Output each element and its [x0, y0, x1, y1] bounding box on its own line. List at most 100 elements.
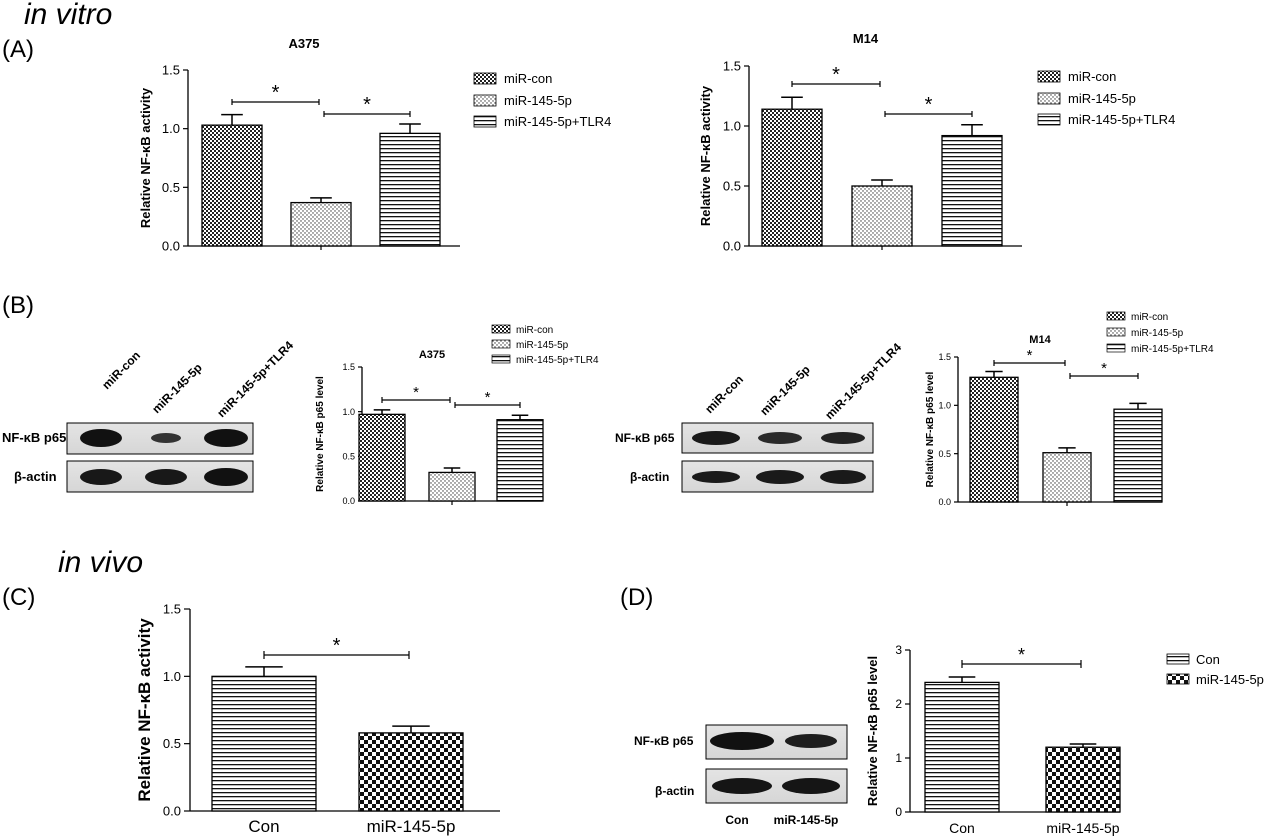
y-tick-label: 1.0	[938, 400, 951, 410]
legend-label: miR-con	[516, 325, 553, 336]
y-tick-label: 1.5	[163, 602, 181, 617]
blot-band	[692, 471, 740, 483]
bar	[211, 675, 317, 812]
blot-band	[204, 468, 248, 486]
y-tick-label: 0	[895, 805, 902, 819]
panel-label-a: (A)	[2, 36, 34, 63]
blot-lane-label: miR-145-5p	[149, 360, 205, 416]
x-category-label: miR-145-5p	[1046, 820, 1119, 836]
y-axis-label: Relative NF-κB p65 level	[315, 376, 326, 492]
blot-band	[80, 429, 122, 447]
x-category-label: Con	[949, 820, 975, 836]
bar-chart-a2: 0.0 0.5 1.0 1.5 M14 Relative NF-κB activity * *	[698, 31, 1022, 254]
blot-band	[785, 734, 837, 748]
y-tick-label: 1.0	[342, 407, 355, 417]
significance-mark: *	[272, 82, 280, 104]
legend-label: Con	[1196, 652, 1220, 667]
significance-mark: *	[333, 635, 341, 657]
bar	[428, 471, 476, 502]
blot-band	[712, 778, 772, 794]
legend-label: miR-con	[1068, 69, 1116, 84]
bar	[379, 132, 441, 247]
legend-swatch	[1106, 327, 1126, 337]
y-tick-label: 0.5	[163, 736, 181, 751]
y-tick-label: 1.0	[163, 669, 181, 684]
legend-a2: miR-con miR-145-5p miR-145-5p+TLR4	[1037, 69, 1175, 127]
y-tick-label: 0.0	[938, 497, 951, 507]
blot-band	[756, 470, 804, 484]
y-tick-label: 1.5	[342, 362, 355, 372]
bar-chart-c: 0.0 0.5 1.0 1.5 Relative NF-κB activity Con mi…	[135, 602, 500, 836]
blot-band	[820, 470, 866, 484]
blot-lane-label: miR-145-5p+TLR4	[822, 340, 904, 422]
bar	[201, 124, 263, 247]
bar	[496, 419, 544, 502]
y-tick-label: 0.0	[342, 496, 355, 506]
panel-label-b: (B)	[2, 292, 34, 319]
y-tick-label: 1.0	[162, 121, 180, 136]
legend-a1: miR-con miR-145-5p miR-145-5p+TLR4	[473, 71, 611, 129]
significance-mark: *	[832, 64, 840, 86]
x-category-label: Con	[248, 817, 279, 836]
blot-band	[204, 429, 248, 447]
bar-chart-b1: 0.0 0.5 1.0 1.5 A375 Relative NF-κB p65 level…	[315, 349, 544, 506]
y-tick-label: 1	[895, 751, 902, 765]
legend-label: miR-145-5p	[1068, 91, 1136, 106]
bar-chart-a1: 0.0 0.5 1.0 1.5 A375 Relative NF-κB activity *…	[138, 36, 460, 254]
bar	[290, 201, 352, 247]
y-axis-label: Relative NF-κB p65 level	[925, 371, 936, 487]
bar	[761, 108, 823, 247]
blot-lane-label: miR-145-5p	[757, 362, 813, 418]
legend-swatch	[491, 354, 511, 364]
y-axis-label: Relative NF-κB activity	[698, 85, 713, 226]
legend-d: Con miR-145-5p	[1166, 652, 1264, 687]
bar	[851, 185, 913, 247]
legend-swatch	[1166, 653, 1190, 665]
section-in-vivo: in vivo	[58, 546, 143, 579]
blot-row-label: β-actin	[630, 470, 669, 484]
legend-label: miR-con	[504, 71, 552, 86]
blot-lane-label: miR-con	[99, 348, 143, 392]
y-tick-label: 1.0	[723, 119, 741, 134]
legend-label: miR-145-5p	[516, 340, 569, 351]
blot-row-label: β-actin	[14, 469, 57, 484]
blot-lane-label: miR-145-5p	[774, 813, 839, 827]
bar	[1113, 408, 1163, 503]
bar-charts: 0.0 0.5 1.0 1.5 A375 Relative NF-κB activity *…	[135, 31, 1163, 836]
blot-band	[710, 732, 774, 750]
chart-title: M14	[1029, 334, 1051, 346]
y-tick-label: 3	[895, 643, 902, 657]
blot-row-label: NF-κB p65	[2, 430, 66, 445]
blot-lane-label: Con	[725, 813, 748, 827]
bar	[1042, 452, 1092, 503]
significance-mark: *	[925, 94, 933, 116]
chart-title: A375	[419, 349, 445, 361]
western-blot-m14: miR-con miR-145-5p miR-145-5p+TLR4 NF-κB…	[615, 340, 904, 493]
legend-label: miR-145-5p+TLR4	[1068, 112, 1175, 127]
y-tick-label: 0.5	[162, 180, 180, 195]
bar	[941, 134, 1003, 247]
bar	[924, 681, 1000, 813]
blot-lane-label: miR-con	[702, 372, 746, 416]
section-in-vitro: in vitro	[24, 0, 112, 31]
legend-b1: miR-con miR-145-5p miR-145-5p+TLR4	[491, 324, 599, 366]
blot-row-label: NF-κB p65	[615, 431, 675, 445]
legend-swatch	[473, 72, 497, 85]
bar	[358, 413, 406, 502]
significance-mark: *	[485, 389, 491, 406]
chart-title: M14	[853, 31, 879, 46]
panel-label-d: (D)	[620, 584, 653, 611]
blot-band	[758, 432, 802, 444]
y-axis-label: Relative NF-κB p65 level	[865, 656, 880, 806]
y-tick-label: 0.5	[723, 179, 741, 194]
legend-swatch	[491, 324, 511, 334]
y-tick-label: 1.5	[938, 352, 951, 362]
y-tick-label: 0.0	[163, 804, 181, 819]
legend-swatch	[1106, 343, 1126, 353]
y-axis-label: Relative NF-κB activity	[135, 618, 154, 802]
bar	[1045, 746, 1121, 813]
legend-swatch	[1037, 92, 1061, 105]
blot-row-label: β-actin	[655, 784, 694, 798]
legend-swatch	[473, 94, 497, 107]
